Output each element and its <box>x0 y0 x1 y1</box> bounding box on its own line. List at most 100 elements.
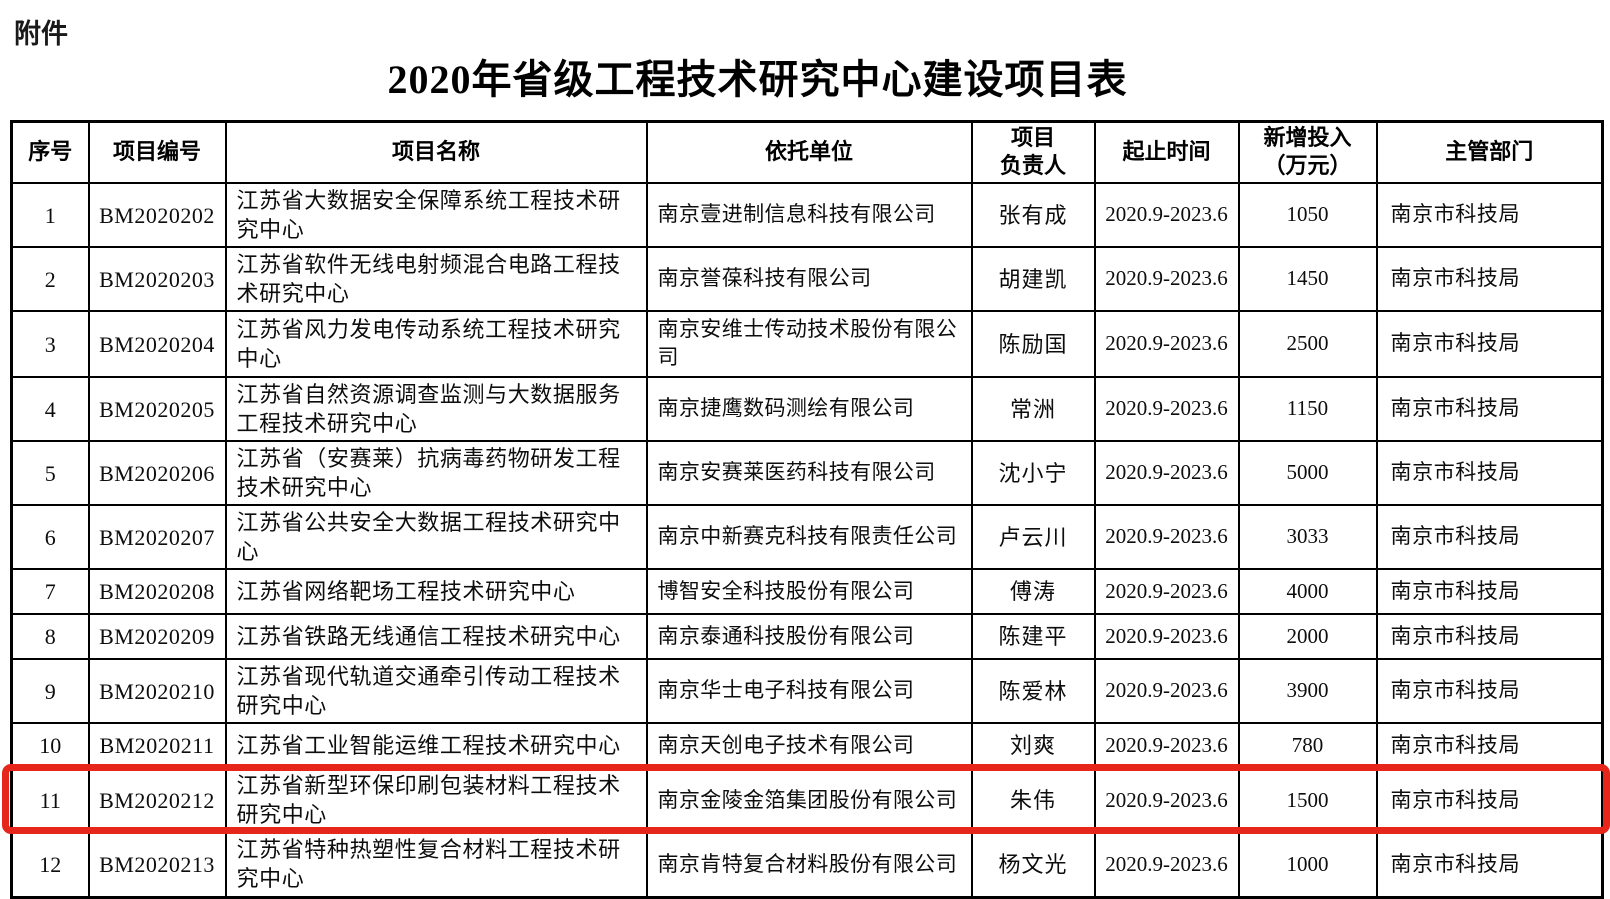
cell-code: BM2020210 <box>87 658 227 725</box>
cell-period: 2020.9-2023.6 <box>1093 831 1240 898</box>
cell-name: 江苏省公共安全大数据工程技术研究中心 <box>224 504 648 571</box>
cell-name: 江苏省大数据安全保障系统工程技术研究中心 <box>224 181 648 249</box>
cell-code: BM2020213 <box>87 831 227 898</box>
cell-department: 南京市科技局 <box>1375 658 1604 725</box>
cell-index: 6 <box>10 504 90 571</box>
cell-org: 博智安全科技股份有限公司 <box>645 568 973 616</box>
cell-department: 南京市科技局 <box>1375 831 1604 898</box>
cell-code: BM2020209 <box>87 613 227 661</box>
cell-name: 江苏省（安赛莱）抗病毒药物研发工程技术研究中心 <box>224 440 648 507</box>
cell-name: 江苏省工业智能运维工程技术研究中心 <box>224 722 648 770</box>
cell-org: 南京华士电子科技有限公司 <box>645 658 973 725</box>
table-row: 11 BM2020212 江苏省新型环保印刷包装材料工程技术研究中心 南京金陵金… <box>10 767 1604 834</box>
cell-code: BM2020207 <box>87 504 227 571</box>
table-row: 12 BM2020213 江苏省特种热塑性复合材料工程技术研究中心 南京肯特复合… <box>10 831 1604 898</box>
cell-index: 8 <box>10 613 90 661</box>
cell-index: 11 <box>10 767 90 834</box>
cell-investment: 1500 <box>1237 767 1378 834</box>
cell-index: 1 <box>10 181 90 249</box>
cell-name: 江苏省自然资源调查监测与大数据服务工程技术研究中心 <box>224 376 648 443</box>
cell-investment: 3900 <box>1237 658 1378 725</box>
cell-period: 2020.9-2023.6 <box>1093 568 1240 616</box>
cell-leader: 胡建凯 <box>970 246 1096 313</box>
table-header-row: 序号 项目编号 项目名称 依托单位 项目 负责人 起止时间 新增投入 （万元） … <box>10 120 1604 184</box>
cell-department: 南京市科技局 <box>1375 310 1604 379</box>
header-investment: 新增投入 （万元） <box>1237 120 1378 184</box>
cell-index: 2 <box>10 246 90 313</box>
cell-department: 南京市科技局 <box>1375 181 1604 249</box>
cell-investment: 4000 <box>1237 568 1378 616</box>
header-period: 起止时间 <box>1093 120 1240 184</box>
cell-period: 2020.9-2023.6 <box>1093 246 1240 313</box>
cell-investment: 2500 <box>1237 310 1378 379</box>
cell-code: BM2020208 <box>87 568 227 616</box>
cell-index: 12 <box>10 831 90 898</box>
cell-investment: 1050 <box>1237 181 1378 249</box>
cell-department: 南京市科技局 <box>1375 440 1604 507</box>
cell-period: 2020.9-2023.6 <box>1093 613 1240 661</box>
cell-name: 江苏省风力发电传动系统工程技术研究中心 <box>224 310 648 379</box>
table-row: 7 BM2020208 江苏省网络靶场工程技术研究中心 博智安全科技股份有限公司… <box>10 568 1604 616</box>
cell-leader: 沈小宁 <box>970 440 1096 507</box>
table-row: 5 BM2020206 江苏省（安赛莱）抗病毒药物研发工程技术研究中心 南京安赛… <box>10 440 1604 507</box>
cell-code: BM2020202 <box>87 181 227 249</box>
cell-investment: 5000 <box>1237 440 1378 507</box>
cell-investment: 1000 <box>1237 831 1378 898</box>
cell-period: 2020.9-2023.6 <box>1093 504 1240 571</box>
cell-name: 江苏省铁路无线通信工程技术研究中心 <box>224 613 648 661</box>
header-department: 主管部门 <box>1375 120 1604 184</box>
cell-index: 10 <box>10 722 90 770</box>
table-row: 3 BM2020204 江苏省风力发电传动系统工程技术研究中心 南京安维士传动技… <box>10 310 1604 379</box>
cell-code: BM2020212 <box>87 767 227 834</box>
cell-investment: 1150 <box>1237 376 1378 443</box>
cell-org: 南京肯特复合材料股份有限公司 <box>645 831 973 898</box>
page-title: 2020年省级工程技术研究中心建设项目表 <box>387 57 1128 102</box>
table-row: 8 BM2020209 江苏省铁路无线通信工程技术研究中心 南京泰通科技股份有限… <box>10 613 1604 661</box>
cell-org: 南京安维士传动技术股份有限公司 <box>645 310 973 379</box>
cell-investment: 2000 <box>1237 613 1378 661</box>
attachment-label: 附件 <box>14 19 68 50</box>
cell-leader: 傅涛 <box>970 568 1096 616</box>
cell-index: 3 <box>10 310 90 379</box>
cell-name: 江苏省软件无线电射频混合电路工程技术研究中心 <box>224 246 648 313</box>
cell-code: BM2020211 <box>87 722 227 770</box>
cell-period: 2020.9-2023.6 <box>1093 440 1240 507</box>
header-index: 序号 <box>10 120 90 184</box>
cell-investment: 780 <box>1237 722 1378 770</box>
header-name: 项目名称 <box>224 120 648 184</box>
cell-name: 江苏省现代轨道交通牵引传动工程技术研究中心 <box>224 658 648 725</box>
cell-leader: 陈励国 <box>970 310 1096 379</box>
cell-leader: 刘爽 <box>970 722 1096 770</box>
cell-leader: 常洲 <box>970 376 1096 443</box>
cell-department: 南京市科技局 <box>1375 504 1604 571</box>
cell-department: 南京市科技局 <box>1375 246 1604 313</box>
cell-period: 2020.9-2023.6 <box>1093 767 1240 834</box>
cell-index: 5 <box>10 440 90 507</box>
cell-period: 2020.9-2023.6 <box>1093 310 1240 379</box>
cell-investment: 1450 <box>1237 246 1378 313</box>
cell-index: 7 <box>10 568 90 616</box>
cell-index: 4 <box>10 376 90 443</box>
cell-leader: 陈爱林 <box>970 658 1096 725</box>
table-row: 4 BM2020205 江苏省自然资源调查监测与大数据服务工程技术研究中心 南京… <box>10 376 1604 443</box>
projects-table: 序号 项目编号 项目名称 依托单位 项目 负责人 起止时间 新增投入 （万元） … <box>10 120 1604 899</box>
cell-period: 2020.9-2023.6 <box>1093 181 1240 249</box>
cell-org: 南京安赛莱医药科技有限公司 <box>645 440 973 507</box>
cell-org: 南京金陵金箔集团股份有限公司 <box>645 767 973 834</box>
table-row: 10 BM2020211 江苏省工业智能运维工程技术研究中心 南京天创电子技术有… <box>10 722 1604 770</box>
cell-name: 江苏省网络靶场工程技术研究中心 <box>224 568 648 616</box>
cell-period: 2020.9-2023.6 <box>1093 376 1240 443</box>
cell-org: 南京壹进制信息科技有限公司 <box>645 181 973 249</box>
cell-leader: 朱伟 <box>970 767 1096 834</box>
cell-org: 南京天创电子技术有限公司 <box>645 722 973 770</box>
table-row: 9 BM2020210 江苏省现代轨道交通牵引传动工程技术研究中心 南京华士电子… <box>10 658 1604 725</box>
cell-index: 9 <box>10 658 90 725</box>
table-row: 1 BM2020202 江苏省大数据安全保障系统工程技术研究中心 南京壹进制信息… <box>10 181 1604 249</box>
cell-department: 南京市科技局 <box>1375 613 1604 661</box>
cell-department: 南京市科技局 <box>1375 376 1604 443</box>
cell-org: 南京捷鹰数码测绘有限公司 <box>645 376 973 443</box>
cell-leader: 张有成 <box>970 181 1096 249</box>
cell-investment: 3033 <box>1237 504 1378 571</box>
cell-org: 南京誉葆科技有限公司 <box>645 246 973 313</box>
header-leader: 项目 负责人 <box>970 120 1096 184</box>
